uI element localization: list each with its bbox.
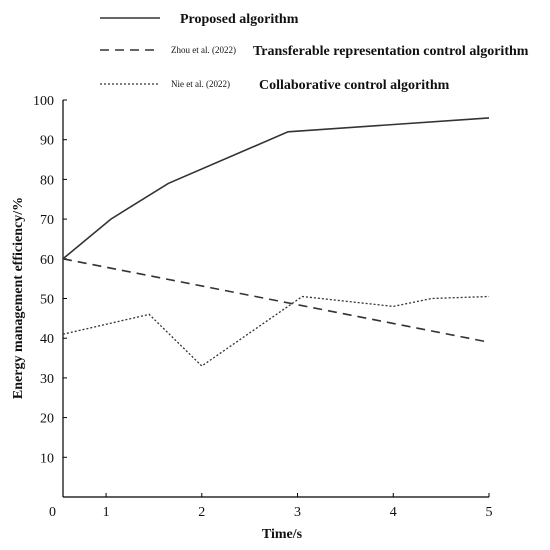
legend-label: Collaborative control algorithm [259, 78, 450, 93]
y-tick-label: 100 [33, 94, 54, 109]
legend-citation: Nie et al. (2022) [171, 79, 230, 89]
y-tick-label: 30 [40, 372, 54, 387]
y-axis-title: Energy management efficiency/% [11, 197, 26, 399]
series-line-dotted [62, 295, 490, 367]
y-tick-label: 70 [40, 213, 54, 228]
origin-label: 0 [49, 505, 56, 520]
y-tick-label: 80 [40, 173, 54, 188]
x-tick-label: 5 [486, 505, 493, 520]
legend-label: Transferable representation control algo… [253, 44, 529, 59]
x-tick-label: 1 [103, 505, 110, 520]
x-axis-title: Time/s [262, 527, 303, 542]
y-tick-label: 50 [40, 293, 54, 308]
x-tick-label: 3 [294, 505, 301, 520]
x-tick-label: 4 [390, 505, 397, 520]
y-tick-label: 10 [40, 451, 54, 466]
y-tick-label: 40 [40, 332, 54, 347]
legend-citation: Zhou et al. (2022) [171, 45, 236, 55]
series-line-solid [62, 117, 490, 260]
y-tick-label: 20 [40, 412, 54, 427]
series-line-dashed [62, 258, 490, 343]
legend: Proposed algorithm Zhou et al. (2022) Tran… [100, 12, 529, 93]
series-layer [62, 117, 490, 367]
x-tick-label: 2 [198, 505, 205, 520]
y-tick-label: 60 [40, 253, 54, 268]
y-tick-label: 90 [40, 134, 54, 149]
legend-label: Proposed algorithm [180, 12, 299, 27]
